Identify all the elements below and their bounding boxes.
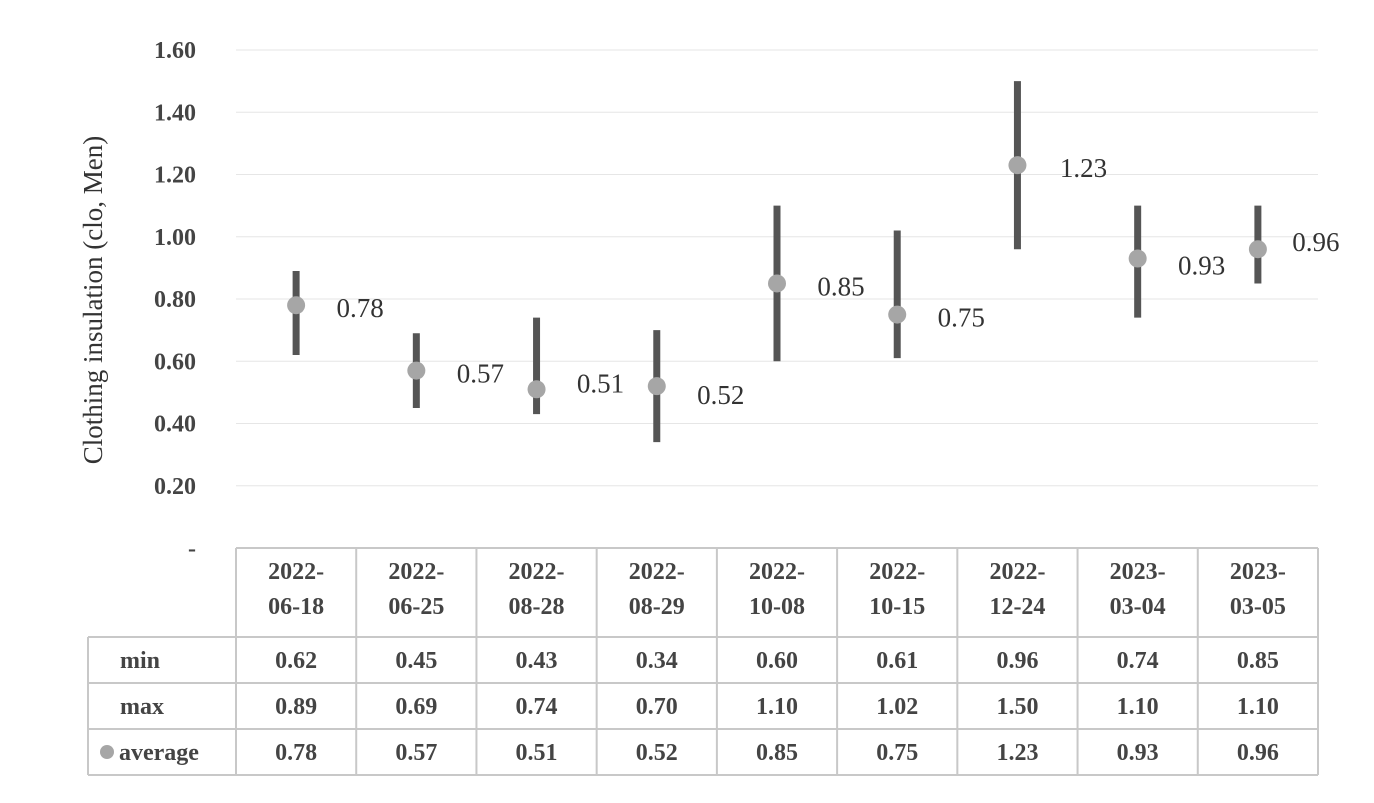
category-label: 2022- bbox=[388, 559, 444, 585]
category-label: 12-24 bbox=[989, 594, 1045, 620]
table-cell: 0.70 bbox=[636, 694, 678, 720]
table-cell: 0.74 bbox=[1117, 648, 1159, 674]
table-cell: 0.52 bbox=[636, 740, 678, 766]
average-data-label: 0.57 bbox=[457, 359, 504, 389]
category-label: 06-25 bbox=[388, 594, 444, 620]
table-cell: 0.85 bbox=[756, 740, 798, 766]
category-label: 03-04 bbox=[1110, 594, 1166, 620]
category-label: 2022- bbox=[749, 559, 805, 585]
y-tick-label: 0.80 bbox=[154, 287, 196, 313]
row-label: average bbox=[119, 740, 199, 766]
average-data-label: 0.85 bbox=[817, 271, 864, 301]
category-label: 08-29 bbox=[629, 594, 685, 620]
y-axis-ticks: 1.60 1.40 1.20 1.00 0.80 0.60 0.40 0.20 - bbox=[154, 38, 196, 562]
range-lines bbox=[292, 81, 1262, 443]
table-cell: 0.96 bbox=[1237, 740, 1279, 766]
average-data-label: 0.96 bbox=[1292, 227, 1339, 257]
y-tick-label: 1.60 bbox=[154, 38, 196, 64]
y-tick-label: 0.20 bbox=[154, 474, 196, 500]
table-cell: 0.62 bbox=[275, 648, 317, 674]
data-labels: 0.78 0.57 0.51 0.52 0.85 0.75 1.23 0.93 0.96 bbox=[336, 153, 1339, 410]
table-cell: 0.60 bbox=[756, 648, 798, 674]
table-cell: 1.10 bbox=[756, 694, 798, 720]
average-marker bbox=[768, 274, 786, 293]
table-cell: 0.61 bbox=[876, 648, 918, 674]
y-tick-label: 1.20 bbox=[154, 163, 196, 189]
average-marker bbox=[647, 377, 666, 396]
table-cell: 0.34 bbox=[636, 648, 678, 674]
table-cell: 0.93 bbox=[1117, 740, 1159, 766]
average-marker bbox=[888, 305, 907, 324]
category-label: 2022- bbox=[989, 559, 1045, 585]
table-cell: 1.02 bbox=[876, 694, 918, 720]
category-label: 10-08 bbox=[749, 594, 805, 620]
table-cell: 1.23 bbox=[996, 740, 1038, 766]
legend-marker bbox=[100, 745, 114, 759]
y-tick-label: 1.40 bbox=[154, 100, 196, 126]
table-cell: 0.74 bbox=[516, 694, 558, 720]
category-label: 06-18 bbox=[268, 594, 324, 620]
average-markers bbox=[287, 156, 1267, 399]
table-cell: 0.89 bbox=[275, 694, 317, 720]
row-label: min bbox=[120, 648, 160, 674]
table-cell: 0.69 bbox=[395, 694, 437, 720]
average-data-label: 0.93 bbox=[1178, 251, 1225, 281]
category-label: 2022- bbox=[869, 559, 925, 585]
category-label: 2023- bbox=[1110, 559, 1166, 585]
y-tick-label: 0.60 bbox=[154, 349, 196, 375]
category-label: 10-15 bbox=[869, 594, 925, 620]
average-data-label: 0.52 bbox=[697, 380, 744, 410]
table-cell: 0.78 bbox=[275, 740, 317, 766]
average-data-label: 1.23 bbox=[1060, 153, 1107, 183]
table-cell: 1.10 bbox=[1117, 694, 1159, 720]
table-cell: 1.10 bbox=[1237, 694, 1279, 720]
average-marker bbox=[527, 380, 546, 399]
table-cell: 0.75 bbox=[876, 740, 918, 766]
category-label: 2023- bbox=[1230, 559, 1286, 585]
average-marker bbox=[287, 296, 306, 315]
table-cell: 0.85 bbox=[1237, 648, 1279, 674]
category-label: 2022- bbox=[629, 559, 685, 585]
average-data-label: 0.78 bbox=[336, 293, 383, 323]
table-cell: 0.51 bbox=[516, 740, 558, 766]
table-cell: 1.50 bbox=[996, 694, 1038, 720]
category-label: 2022- bbox=[509, 559, 565, 585]
table-cell: 0.43 bbox=[516, 648, 558, 674]
data-table: 2022- 06-18 2022- 06-25 2022- 08-28 2022- 08-29… bbox=[87, 547, 1319, 776]
average-data-label: 0.75 bbox=[938, 303, 985, 333]
average-marker bbox=[407, 361, 426, 380]
average-marker bbox=[1248, 240, 1267, 259]
y-tick-label: 0.40 bbox=[154, 412, 196, 438]
table-cell: 0.57 bbox=[395, 740, 437, 766]
y-axis-label: Clothing insulation (clo, Men) bbox=[78, 136, 108, 464]
row-label: max bbox=[120, 694, 164, 720]
y-tick-label: 1.00 bbox=[154, 225, 196, 251]
average-data-label: 0.51 bbox=[577, 368, 624, 398]
table-cell: 0.45 bbox=[395, 648, 437, 674]
average-marker bbox=[1008, 156, 1027, 175]
category-label: 03-05 bbox=[1230, 594, 1286, 620]
category-label: 2022- bbox=[268, 559, 324, 585]
average-marker bbox=[1128, 249, 1147, 268]
category-label: 08-28 bbox=[509, 594, 565, 620]
y-tick-label: - bbox=[188, 536, 196, 562]
table-cell: 0.96 bbox=[996, 648, 1038, 674]
